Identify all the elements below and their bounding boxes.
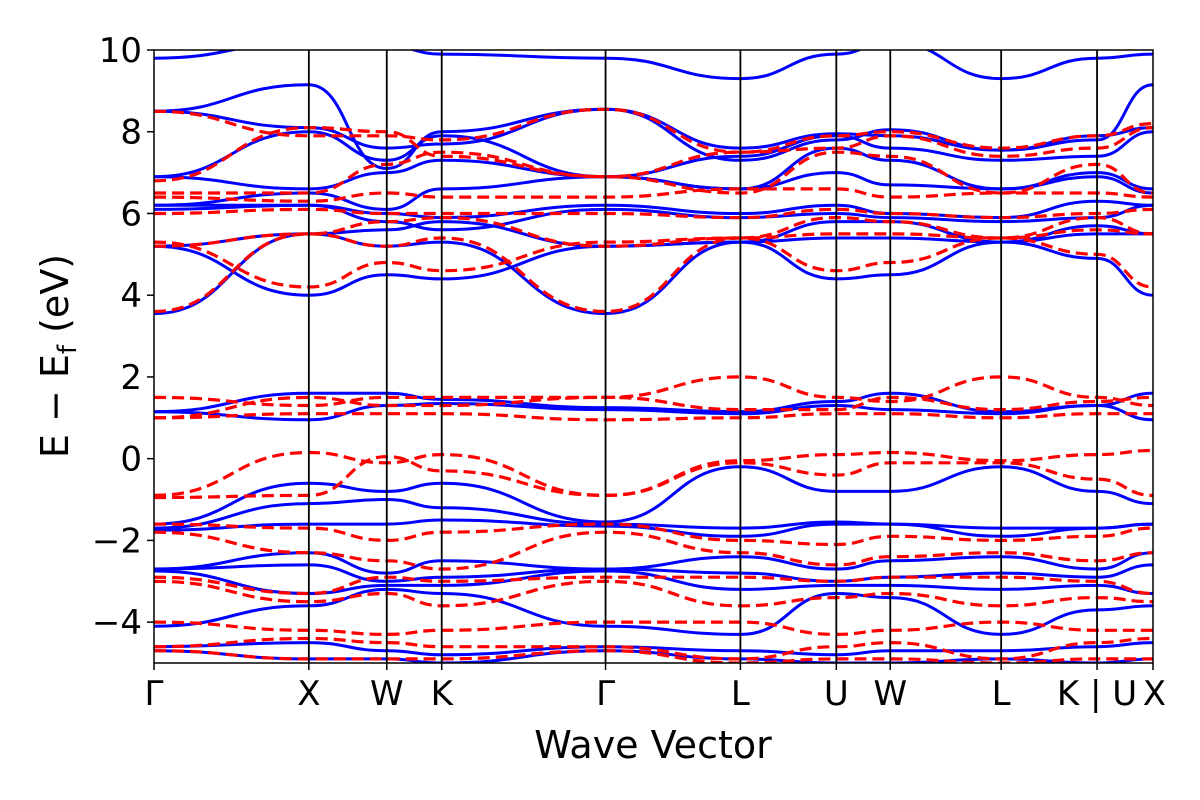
- band-solid-11: [154, 391, 1153, 414]
- x-axis-title: Wave Vector: [534, 723, 772, 767]
- x-tick-label: U: [824, 674, 849, 714]
- band-solid-19: [154, 587, 1153, 636]
- band-solid-13: [154, 465, 1153, 526]
- band-dashed-39: [154, 620, 1153, 637]
- y-tick-label: −4: [92, 603, 142, 643]
- band-solid-6: [154, 199, 1153, 220]
- y-axis-title-subscript: f: [53, 344, 83, 354]
- y-axis-title: E − Ef (eV): [33, 254, 83, 458]
- band-solid-16: [154, 551, 1153, 575]
- band-solid-15: [154, 518, 1153, 538]
- x-tick-label: Γ: [145, 674, 164, 714]
- kpoint-vertical-lines: [307, 50, 1098, 663]
- x-tick-label: Γ: [596, 674, 615, 714]
- x-tick-label: L: [992, 674, 1011, 714]
- band-dashed-25: [154, 187, 1153, 203]
- band-dashed-31: [154, 395, 1153, 420]
- plot-area-background: [154, 50, 1153, 663]
- band-solid-20: [154, 641, 1153, 657]
- y-tick-label: 10: [99, 31, 142, 71]
- y-tick-label: 6: [120, 194, 142, 234]
- x-tick-label: L: [731, 674, 750, 714]
- band-dashed-26: [154, 207, 1153, 220]
- y-tick-label: 4: [120, 276, 142, 316]
- x-tick-label: K | U: [1057, 674, 1137, 714]
- plot-frame: [153, 49, 1154, 664]
- x-tick-label: X: [297, 674, 320, 714]
- band-dashed-36: [154, 530, 1153, 571]
- x-tick-label: K: [431, 674, 455, 714]
- y-axis-title-main: E − E: [33, 354, 77, 458]
- y-tick-label: 2: [120, 358, 142, 398]
- band-solid-2: [154, 107, 1153, 152]
- y-axis-title-unit: (eV): [33, 254, 77, 345]
- band-dashed-35: [154, 522, 1153, 547]
- y-axis-ticks: −4 −2 0 2 4 6 8 10: [92, 31, 154, 643]
- band-dashed-32: [154, 412, 1153, 422]
- x-tick-label: X: [1143, 674, 1166, 714]
- y-tick-label: 0: [120, 440, 142, 480]
- band-dashed-34: [154, 454, 1153, 500]
- x-tick-label: W: [873, 674, 907, 714]
- band-dashed-24: [154, 150, 1153, 195]
- band-dashed-30: [154, 375, 1153, 408]
- y-tick-label: −2: [92, 521, 142, 561]
- band-dashed-38: [154, 579, 1153, 608]
- band-dashed-22: [154, 107, 1153, 154]
- band-solid-9: [154, 240, 1153, 297]
- x-tick-label: W: [370, 674, 404, 714]
- y-tick-label: 8: [120, 113, 142, 153]
- band-solid-5: [154, 171, 1153, 211]
- band-solid-12: [154, 401, 1153, 422]
- band-dashed-23: [154, 125, 1153, 183]
- band-solid-17: [154, 563, 1153, 583]
- band-solid-18: [154, 569, 1153, 596]
- band-dashed-37: [154, 575, 1153, 596]
- band-solid-0: [154, 50, 1153, 81]
